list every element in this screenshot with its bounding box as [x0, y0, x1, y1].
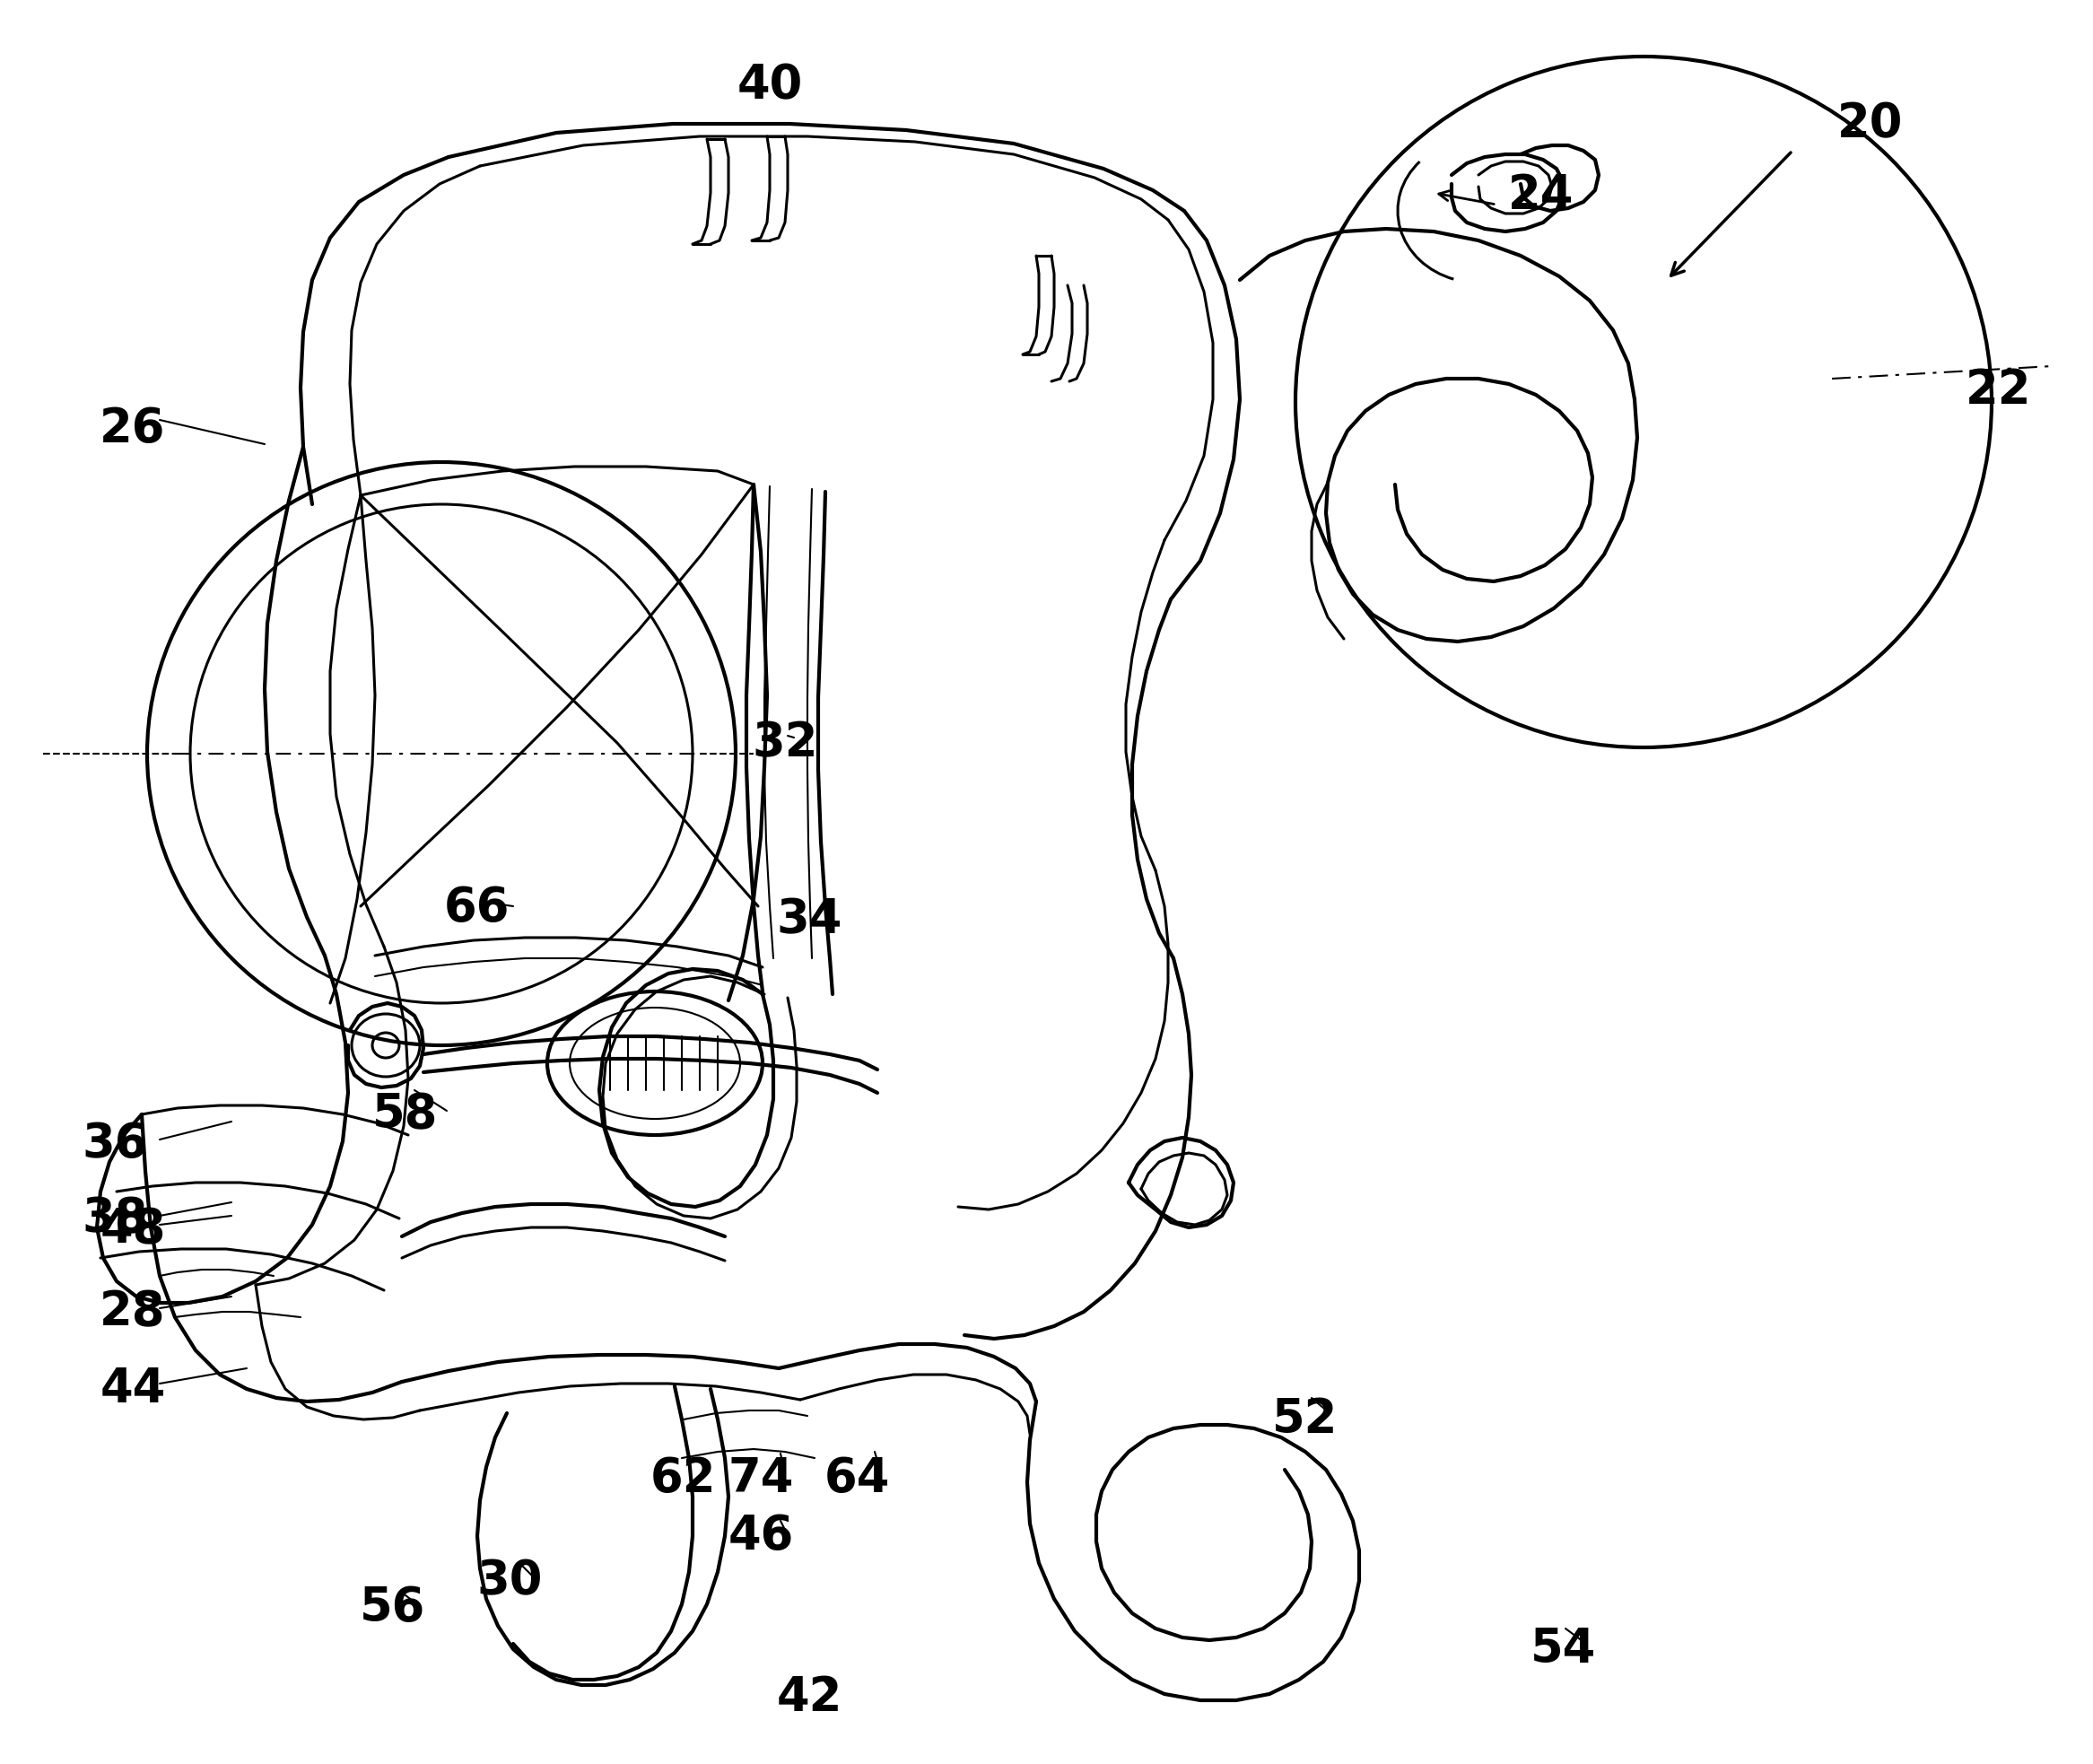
Text: 30: 30 [477, 1558, 542, 1603]
Text: 56: 56 [360, 1584, 425, 1632]
Text: 44: 44 [100, 1365, 165, 1413]
Text: 20: 20 [1838, 101, 1903, 146]
Text: 32: 32 [751, 720, 818, 766]
Text: 34: 34 [777, 896, 841, 944]
Text: 40: 40 [737, 62, 802, 109]
Text: 24: 24 [1509, 173, 1574, 219]
Text: 74: 74 [728, 1455, 793, 1501]
Text: 48: 48 [100, 1207, 165, 1252]
Text: 54: 54 [1530, 1626, 1595, 1672]
Text: 64: 64 [825, 1455, 890, 1501]
Text: 28: 28 [100, 1288, 165, 1335]
Text: 66: 66 [444, 886, 511, 931]
Text: 58: 58 [373, 1092, 437, 1138]
Text: 38: 38 [82, 1196, 149, 1242]
Text: 26: 26 [100, 406, 165, 452]
Text: 62: 62 [651, 1455, 716, 1501]
Text: 46: 46 [728, 1514, 793, 1559]
Text: 42: 42 [777, 1674, 841, 1722]
Text: 52: 52 [1273, 1395, 1337, 1443]
Text: 22: 22 [1965, 367, 2032, 413]
Text: 36: 36 [82, 1120, 149, 1168]
